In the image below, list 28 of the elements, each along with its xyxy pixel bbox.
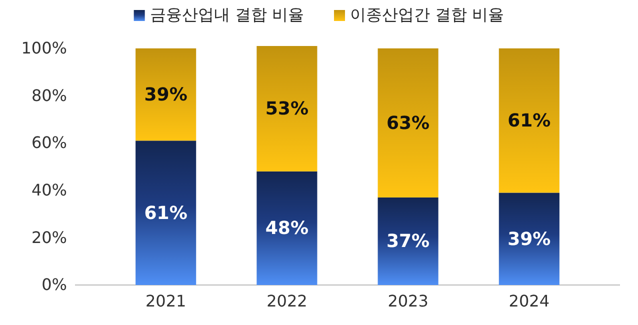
data-label: 53% — [265, 98, 308, 120]
data-label: 61% — [508, 110, 551, 132]
data-label: 48% — [265, 218, 308, 240]
y-tick-label: 0% — [42, 275, 67, 294]
bar — [378, 48, 438, 198]
x-tick-label: 2022 — [266, 291, 308, 310]
bar — [498, 48, 560, 193]
bar — [136, 140, 196, 285]
bar — [256, 46, 318, 172]
y-tick-label: 100% — [21, 38, 67, 58]
y-tick-label: 40% — [31, 180, 67, 200]
x-tick-label: 2021 — [145, 291, 186, 310]
y-tick-label: 20% — [31, 228, 67, 247]
data-label: 39% — [508, 228, 551, 250]
x-tick-label: 2023 — [388, 291, 428, 310]
bar — [256, 171, 318, 285]
data-label: 61% — [144, 202, 188, 224]
x-tick-label: 2024 — [508, 291, 550, 310]
bar — [378, 197, 438, 285]
bar — [136, 48, 196, 141]
data-label: 39% — [144, 84, 188, 106]
data-label: 37% — [386, 231, 430, 252]
y-tick-label: 80% — [31, 86, 67, 105]
legend-label: 이종산업간 결합 비율 — [350, 5, 504, 24]
data-label: 63% — [386, 112, 430, 134]
legend-label: 금융산업내 결합 비율 — [150, 5, 304, 24]
bar — [498, 192, 560, 285]
y-tick-label: 60% — [31, 133, 67, 152]
